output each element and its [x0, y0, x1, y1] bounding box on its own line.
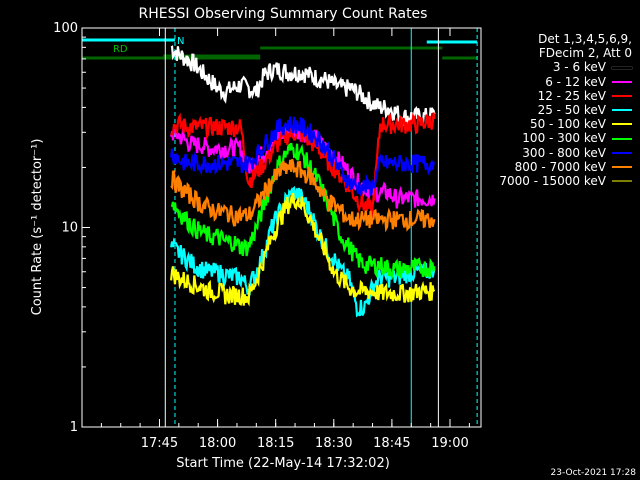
x-tick-label: 18:45 — [373, 436, 410, 451]
legend-swatch — [612, 137, 632, 140]
legend-entry-label: 50 - 100 keV — [529, 117, 606, 132]
x-axis-ticks: 17:45 18:00 18:15 18:30 18:45 19:00 — [81, 28, 470, 451]
legend-entry: 300 - 800 keV — [472, 146, 632, 160]
legend-swatch — [612, 109, 632, 112]
x-axis-label: Start Time (22-May-14 17:32:02) — [176, 456, 390, 471]
legend-swatch — [612, 123, 632, 126]
legend-swatch — [612, 151, 632, 154]
legend-header-line: FDecim 2, Att 0 — [538, 46, 632, 61]
legend-entry: 25 - 50 keV — [472, 103, 632, 117]
legend-entry: 3 - 6 keV — [472, 60, 632, 74]
band-label-n: N — [177, 36, 184, 47]
y-tick-label: 10 — [61, 221, 78, 236]
x-tick-label: 18:30 — [315, 436, 352, 451]
x-tick-label: 18:15 — [257, 436, 294, 451]
footer-timestamp: 23-Oct-2021 17:28 — [550, 468, 636, 478]
legend-swatch — [612, 80, 632, 83]
legend-entry: 6 - 12 keV — [472, 75, 632, 89]
legend-entry-label: 25 - 50 keV — [537, 103, 606, 118]
series-line — [170, 158, 436, 233]
legend-entry-label: 12 - 25 keV — [537, 88, 606, 103]
legend-swatch — [612, 66, 632, 69]
legend-entry: 100 - 300 keV — [472, 131, 632, 145]
y-tick-label: 1 — [70, 420, 78, 435]
legend-swatch — [612, 94, 632, 97]
y-axis-label: Count Rate (s⁻¹ detector⁻¹) — [30, 139, 45, 316]
series-line — [170, 45, 436, 129]
legend-swatch — [612, 180, 632, 183]
legend-swatch — [612, 165, 632, 168]
x-tick-label: 18:00 — [199, 436, 236, 451]
legend-entry-label: 7000 - 15000 keV — [499, 174, 606, 189]
legend: Det 1,3,4,5,6,9, FDecim 2, Att 0 3 - 6 k… — [472, 32, 632, 188]
legend-rows: 3 - 6 keV 6 - 12 keV 12 - 25 keV 25 - 50 ke… — [472, 60, 632, 188]
series-line — [170, 116, 435, 196]
legend-entry-label: 300 - 800 keV — [522, 145, 606, 160]
series-line — [170, 192, 436, 307]
x-tick-label: 19:00 — [431, 436, 468, 451]
legend-entry-label: 6 - 12 keV — [545, 74, 606, 89]
band-label-rd: RD — [113, 44, 128, 55]
plot-content: RD N — [82, 28, 478, 427]
legend-entry-label: 100 - 300 keV — [522, 131, 606, 146]
x-tick-label: 17:45 — [141, 436, 178, 451]
legend-entry: 800 - 7000 keV — [472, 160, 632, 174]
legend-entry: 7000 - 15000 keV — [472, 174, 632, 188]
legend-entry: 50 - 100 keV — [472, 117, 632, 131]
legend-entry: 12 - 25 keV — [472, 89, 632, 103]
legend-entry-label: 800 - 7000 keV — [514, 159, 606, 174]
y-axis-ticks: 1 10 100 — [53, 21, 90, 435]
legend-entry-label: 3 - 6 keV — [552, 60, 606, 75]
y-tick-label: 100 — [53, 21, 78, 36]
chart-title: RHESSI Observing Summary Count Rates — [139, 6, 428, 22]
series-line — [170, 142, 436, 280]
legend-header-line: Det 1,3,4,5,6,9, — [538, 32, 632, 46]
